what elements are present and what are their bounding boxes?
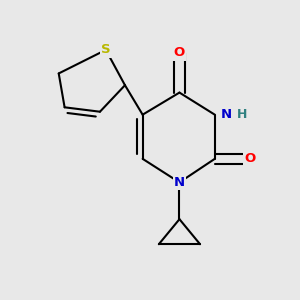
Text: H: H xyxy=(237,108,247,121)
Text: N: N xyxy=(174,176,185,189)
Text: N: N xyxy=(221,108,232,121)
Text: S: S xyxy=(101,44,111,56)
Text: O: O xyxy=(174,46,185,59)
Text: O: O xyxy=(244,152,256,165)
